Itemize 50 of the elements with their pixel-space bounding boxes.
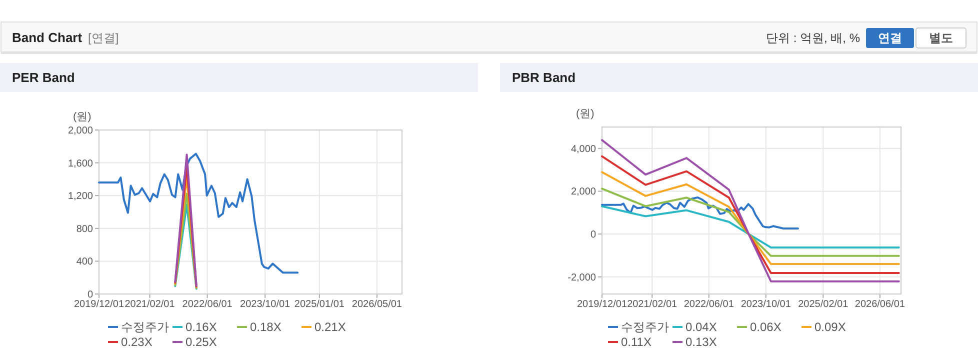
legend-label: 수정주가	[121, 320, 169, 334]
y-tick-label: 0	[590, 230, 596, 241]
legend-label: 0.23X	[121, 335, 152, 349]
legend-label: 0.11X	[621, 335, 652, 349]
x-tick-label: 2022/06/01	[684, 299, 734, 310]
y-axis-title: (원)	[73, 111, 92, 123]
text: 별도	[929, 31, 953, 45]
chart-title: PBR Band	[512, 70, 576, 85]
legend-label: 수정주가	[621, 320, 669, 334]
x-tick-label: 2026/06/01	[854, 299, 906, 310]
text: Band Chart	[12, 30, 83, 45]
x-tick-label: 2023/10/01	[740, 299, 792, 310]
y-axis-title: (원)	[576, 108, 594, 120]
x-tick-label: 2019/12/01	[576, 299, 628, 310]
legend-label: 0.21X	[314, 320, 346, 334]
line-series	[98, 152, 299, 274]
x-tick-label: 2025/02/01	[798, 299, 849, 310]
x-tick-label: 2022/06/01	[182, 299, 233, 310]
y-tick-label: 800	[76, 224, 94, 235]
chart-title: PER Band	[12, 70, 75, 85]
legend-label: 0.09X	[814, 320, 846, 334]
legend-label: 0.06X	[750, 320, 782, 334]
x-tick-label: 2021/02/01	[124, 299, 176, 310]
line-series	[601, 171, 900, 266]
text: 연결	[878, 31, 902, 45]
legend-label: 0.25X	[186, 335, 217, 349]
line-series	[601, 196, 799, 230]
x-tick-label: 2026/05/01	[352, 299, 402, 310]
y-tick-label: -2,000	[568, 272, 596, 284]
line-series	[601, 155, 900, 274]
y-tick-label: 4,000	[570, 144, 596, 155]
y-tick-label: 0	[87, 290, 94, 300]
text: [연결]	[88, 31, 119, 45]
y-tick-label: 2,000	[68, 126, 94, 136]
line-series	[601, 139, 900, 282]
x-tick-label: 2023/10/01	[240, 299, 291, 310]
line-series	[601, 205, 900, 249]
legend-label: 0.16X	[186, 320, 217, 334]
y-tick-label: 400	[76, 256, 94, 268]
line-series	[601, 188, 900, 257]
text: 단위 : 억원, 배, %	[766, 31, 860, 45]
legend-label: 0.18X	[250, 320, 282, 334]
y-tick-label: 2,000	[570, 186, 596, 198]
y-tick-label: 1,200	[68, 191, 94, 202]
legend-label: 0.13X	[686, 335, 717, 349]
x-tick-label: 2021/02/01	[627, 299, 678, 310]
legend-label: 0.04X	[686, 320, 717, 334]
x-tick-label: 2019/12/01	[74, 299, 124, 310]
y-tick-label: 1,600	[68, 158, 94, 170]
x-tick-label: 2025/01/01	[294, 299, 345, 310]
